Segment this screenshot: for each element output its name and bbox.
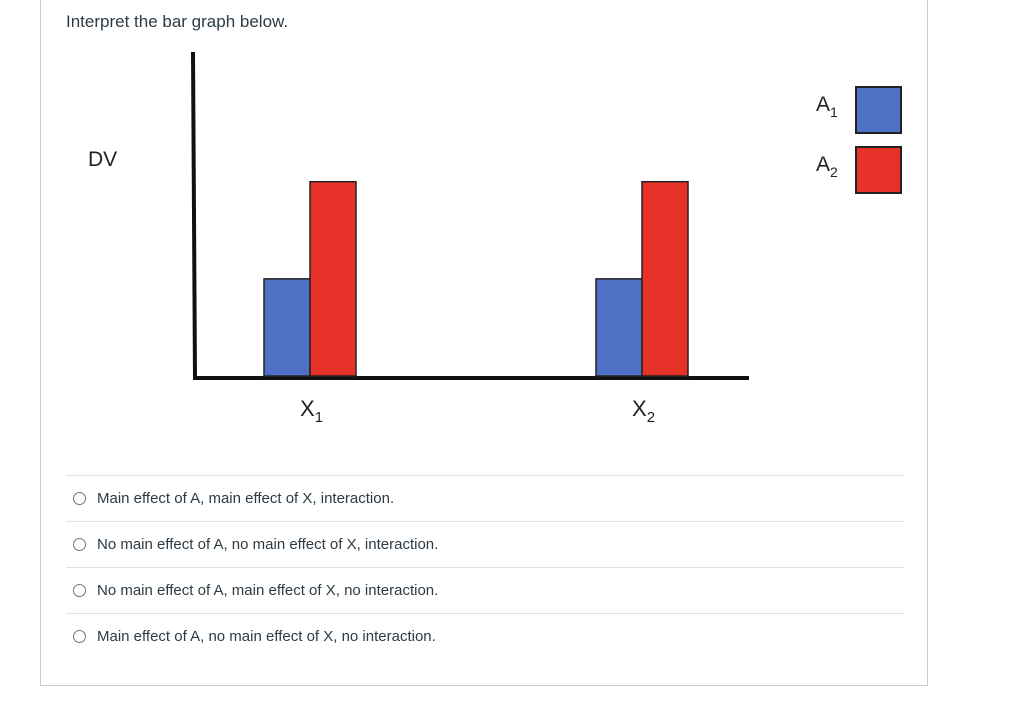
bar-2-2 <box>641 180 689 377</box>
bar-graph: DV X1 X2 A1 A2 <box>41 40 929 460</box>
question-prompt: Interpret the bar graph below. <box>66 12 289 31</box>
radio-button[interactable] <box>73 538 86 551</box>
answer-option-4[interactable]: Main effect of A, no main effect of X, n… <box>66 613 904 659</box>
bar-1-1 <box>263 278 311 377</box>
answer-option-3[interactable]: No main effect of A, main effect of X, n… <box>66 567 904 613</box>
legend-label-1: A1 <box>816 93 838 120</box>
bar-1-2 <box>309 180 357 377</box>
bar-2-1 <box>595 278 643 377</box>
answer-option-1[interactable]: Main effect of A, main effect of X, inte… <box>66 475 904 521</box>
radio-button[interactable] <box>73 630 86 643</box>
answer-label: Main effect of A, main effect of X, inte… <box>97 490 395 507</box>
legend-swatch-1 <box>855 86 902 134</box>
y-axis-line <box>191 51 197 380</box>
legend: A1 A2 <box>816 86 902 194</box>
answer-label: No main effect of A, main effect of X, n… <box>97 582 439 599</box>
legend-swatch-2 <box>855 146 902 194</box>
legend-label-2: A2 <box>816 153 838 180</box>
bars-group <box>263 180 689 377</box>
answer-label: No main effect of A, no main effect of X… <box>97 536 439 553</box>
answer-list: Main effect of A, main effect of X, inte… <box>66 475 904 659</box>
x-tick-labels: X1 X2 <box>300 396 655 426</box>
answer-option-2[interactable]: No main effect of A, no main effect of X… <box>66 521 904 567</box>
x-tick-label-2: X2 <box>632 396 655 426</box>
x-tick-label-1: X1 <box>300 396 323 426</box>
radio-button[interactable] <box>73 584 86 597</box>
bar-chart-svg: DV X1 X2 A1 A2 <box>88 51 902 426</box>
question-card: Interpret the bar graph below. DV X1 X2 A… <box>40 0 928 686</box>
radio-button[interactable] <box>73 492 86 505</box>
y-axis-label: DV <box>88 148 117 171</box>
answer-label: Main effect of A, no main effect of X, n… <box>97 628 436 645</box>
